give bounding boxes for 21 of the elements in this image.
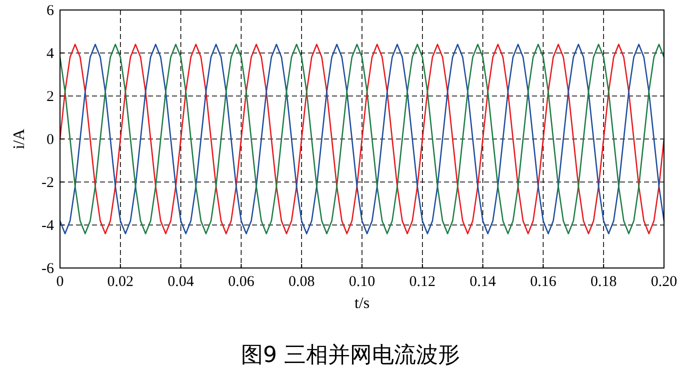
y-tick-label: -4 [42, 218, 54, 234]
y-tick-label: 2 [46, 89, 54, 105]
x-axis-title: t/s [354, 295, 370, 312]
text: 图9 三相并网电流波形 [241, 343, 460, 368]
line-series [59, 44, 665, 234]
y-tick-label: 4 [46, 46, 54, 62]
x-tick-label: 0.20 [650, 274, 678, 290]
x-tick-label: 0.04 [168, 274, 194, 290]
y-axis-title: i/A [11, 128, 28, 150]
x-tick-label: 0.08 [288, 274, 315, 290]
x-tick-label: 0.14 [470, 274, 496, 290]
y-tick-label: -2 [42, 175, 54, 191]
x-tick-label: 0.02 [107, 274, 134, 290]
x-tick-label: 0.12 [409, 274, 436, 290]
y-tick-label: 6 [46, 3, 54, 19]
y-tick-label: 0 [46, 132, 54, 148]
x-tick-label: 0.16 [530, 274, 557, 290]
y-tick-label: -6 [42, 261, 54, 277]
x-tick-label: 0.10 [348, 274, 376, 290]
x-tick-label: 0.18 [590, 274, 617, 290]
x-tick-label: 0.06 [228, 274, 255, 290]
